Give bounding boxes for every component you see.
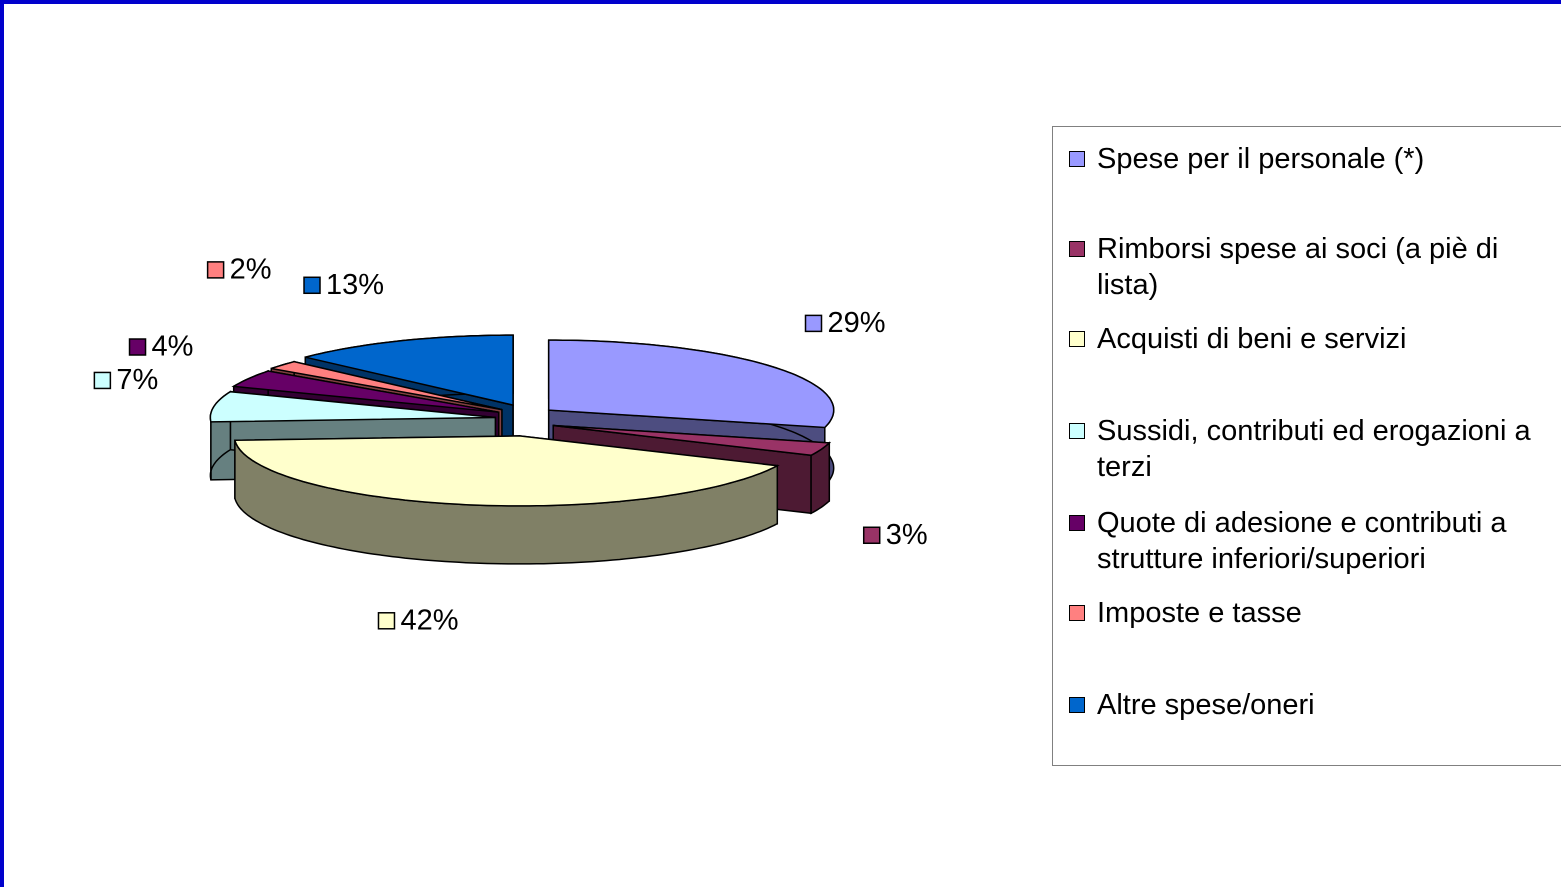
legend-label: Quote di adesione e contributi a struttu… [1097,507,1507,575]
legend: Spese per il personale (*) Rimborsi spese… [1052,126,1561,766]
label-swatch [377,612,396,630]
legend-swatch [1069,331,1085,347]
slice [231,370,499,413]
data-label: 29% [828,307,886,339]
data-label: 4% [152,331,194,363]
data-label: 42% [400,604,458,636]
data-label: 3% [886,519,928,551]
legend-label: Rimborsi spese ai soci (a piè di lista) [1097,233,1499,301]
legend-label: Spese per il personale (*) [1097,143,1425,175]
legend-item: Imposte e tasse [1065,595,1545,631]
legend-label: Acquisti di beni e servizi [1097,323,1407,355]
data-label: 2% [230,254,272,286]
legend-item: Acquisti di beni e servizi [1065,321,1545,357]
legend-swatch [1069,241,1085,257]
slice [305,334,514,407]
label-swatch [206,261,225,279]
label-swatch [128,338,147,356]
legend-item: Altre spese/oneri [1065,687,1545,723]
legend-label: Altre spese/oneri [1097,689,1315,721]
label-swatch [804,314,823,333]
slice [553,424,832,457]
slice [547,339,835,429]
data-label: 7% [116,364,158,396]
legend-label: Imposte e tasse [1097,597,1302,629]
slice-group [233,435,780,565]
legend-swatch [1069,605,1085,621]
legend-item: Sussidi, contributi ed erogazioni a terz… [1065,413,1545,485]
legend-item: Spese per il personale (*) [1065,141,1545,177]
label-swatch [303,276,321,295]
legend-label: Sussidi, contributi ed erogazioni a terz… [1097,415,1531,483]
legend-swatch [1069,697,1085,713]
slice [271,360,503,411]
slice [233,435,780,507]
data-label: 13% [326,269,384,301]
legend-swatch [1069,515,1085,531]
slice [209,390,496,423]
legend-swatch [1069,423,1085,439]
legend-item: Rimborsi spese ai soci (a piè di lista) [1065,231,1545,303]
legend-swatch [1069,151,1085,167]
legend-item: Quote di adesione e contributi a struttu… [1065,505,1545,577]
label-swatch [93,371,112,390]
label-swatch [862,526,881,545]
